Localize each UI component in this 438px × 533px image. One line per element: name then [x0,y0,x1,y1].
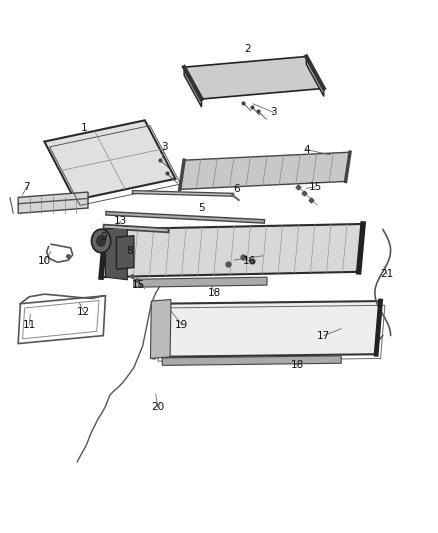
Polygon shape [184,67,201,107]
Text: 11: 11 [22,320,36,330]
Polygon shape [106,227,127,280]
Polygon shape [44,120,175,200]
Polygon shape [184,56,324,99]
Text: 5: 5 [198,203,205,213]
Text: 12: 12 [77,306,90,317]
Polygon shape [134,277,267,287]
Text: 4: 4 [303,144,310,155]
Text: 1: 1 [80,123,87,133]
Text: 18: 18 [291,360,304,370]
Text: 7: 7 [24,182,30,192]
Text: 15: 15 [131,280,145,290]
Text: 15: 15 [308,182,321,192]
Polygon shape [162,356,341,366]
Text: 13: 13 [114,216,127,227]
Text: 17: 17 [317,330,330,341]
Text: 20: 20 [151,402,164,413]
Text: 9: 9 [100,232,106,243]
Text: 8: 8 [126,246,133,255]
Text: 19: 19 [175,320,188,330]
Text: 10: 10 [38,256,51,266]
Text: 6: 6 [233,184,240,195]
Circle shape [92,229,111,253]
Polygon shape [150,300,171,359]
Polygon shape [117,236,134,269]
Text: 18: 18 [208,288,221,298]
Polygon shape [153,301,381,357]
Text: 2: 2 [244,44,251,53]
Polygon shape [18,192,88,213]
Polygon shape [101,224,363,277]
Circle shape [97,236,106,246]
Polygon shape [306,56,324,96]
Text: 3: 3 [270,107,277,117]
Text: 3: 3 [161,142,168,152]
Text: 21: 21 [381,270,394,279]
Polygon shape [180,152,350,189]
Text: 16: 16 [243,256,256,266]
